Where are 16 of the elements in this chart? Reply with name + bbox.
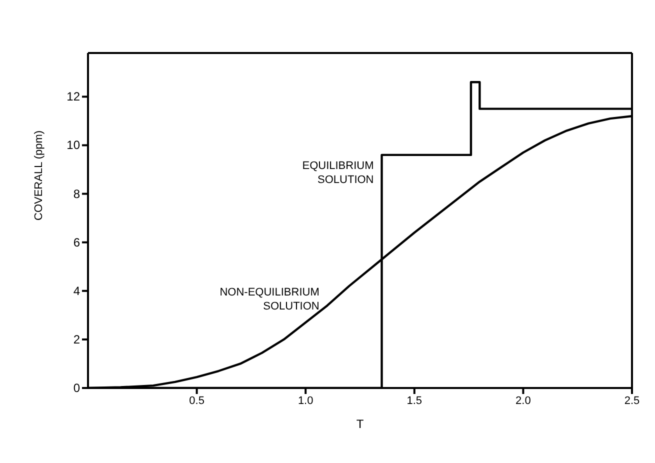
- x-axis-title: T: [356, 417, 364, 431]
- x-tick-label: 1.0: [298, 394, 314, 407]
- y-tick-label: 12: [66, 90, 80, 104]
- x-tick-label: 2.5: [624, 394, 640, 407]
- x-tick-label: 2.0: [516, 394, 531, 407]
- y-tick-label: 6: [73, 235, 80, 250]
- y-tick-label: 0: [73, 381, 80, 395]
- series-label: EQUILIBRIUM SOLUTION: [302, 160, 374, 186]
- series-label: NON-EQUILIBRIUM SOLUTION: [220, 286, 320, 312]
- y-axis-title: COVERALL (ppm): [32, 130, 45, 220]
- y-tick-label: 8: [73, 186, 80, 201]
- x-tick-label: 1.5: [406, 394, 422, 407]
- y-tick-label: 2: [73, 332, 80, 346]
- y-tick-label: 10: [66, 138, 80, 152]
- y-tick-label: 4: [73, 284, 80, 298]
- x-tick-label: 0.5: [189, 394, 204, 407]
